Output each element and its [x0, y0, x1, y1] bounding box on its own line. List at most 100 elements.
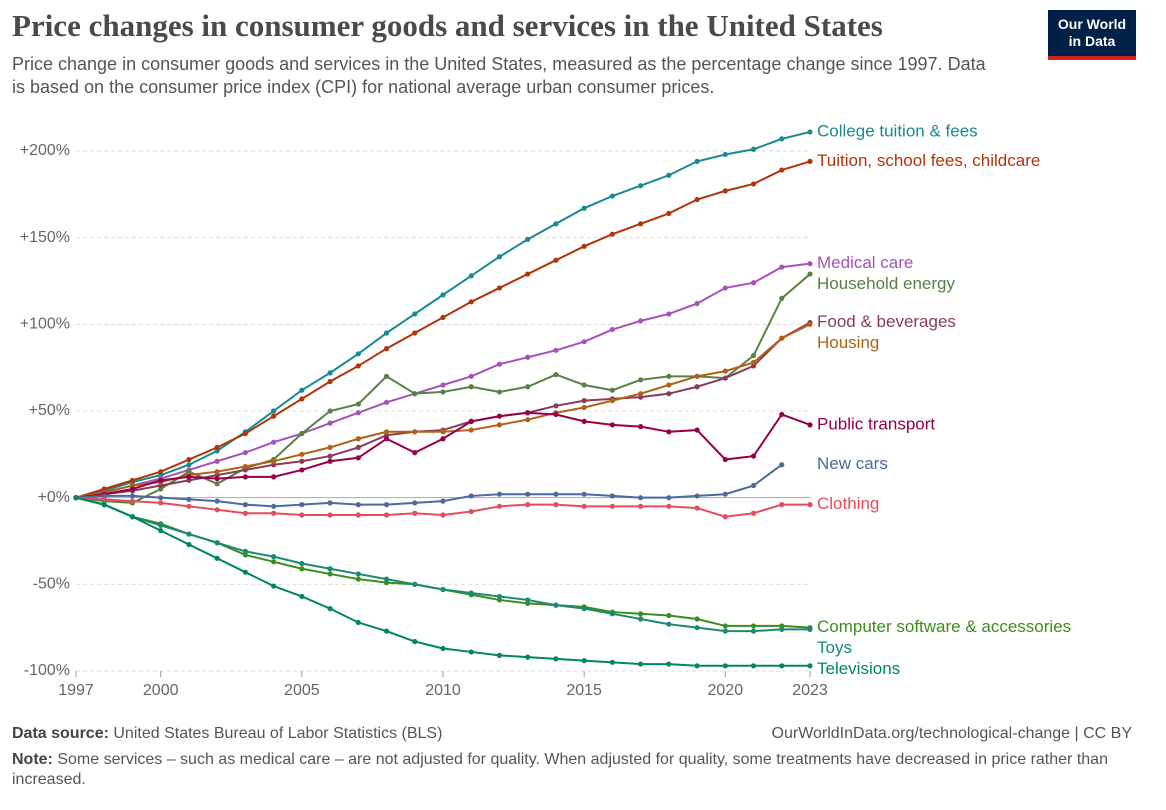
point	[129, 486, 136, 492]
point	[242, 430, 248, 437]
point	[609, 193, 615, 199]
point	[666, 373, 672, 379]
point	[553, 257, 559, 263]
point	[355, 512, 361, 518]
point	[214, 458, 220, 464]
point	[129, 477, 136, 483]
point	[355, 455, 361, 461]
y-tick-label: +150%	[20, 229, 70, 246]
point	[355, 571, 361, 577]
point	[553, 602, 559, 608]
point	[609, 611, 615, 617]
y-tick-label: +50%	[29, 402, 70, 419]
point	[186, 541, 192, 548]
point	[581, 382, 587, 388]
point	[525, 654, 531, 660]
point	[412, 330, 418, 336]
series-line	[75, 463, 783, 508]
point	[553, 372, 559, 378]
point	[73, 495, 79, 501]
point	[412, 581, 418, 587]
source: Data source: United States Bureau of Lab…	[12, 724, 442, 744]
point	[271, 559, 277, 565]
point	[412, 450, 418, 456]
point	[779, 663, 785, 669]
point	[214, 555, 220, 561]
point	[750, 181, 757, 187]
x-tick-label: 2005	[284, 682, 320, 699]
point	[440, 645, 446, 652]
point	[779, 136, 785, 142]
source-text: United States Bureau of Labor Statistics…	[113, 725, 443, 742]
point	[468, 649, 474, 655]
point	[666, 391, 672, 397]
note: Note: Some services – such as medical ca…	[12, 750, 1112, 790]
point	[750, 663, 757, 669]
point	[355, 436, 361, 442]
point	[638, 318, 644, 324]
point	[355, 351, 361, 357]
point	[186, 531, 192, 537]
point	[440, 512, 446, 518]
point	[750, 146, 757, 152]
series-label: Tuition, school fees, childcare	[817, 151, 1040, 170]
x-tick-label: 2020	[708, 682, 744, 699]
series-line	[75, 496, 810, 667]
point	[440, 436, 446, 442]
point	[694, 663, 700, 669]
point	[214, 444, 220, 450]
point	[779, 295, 785, 301]
point	[468, 418, 474, 424]
point	[327, 500, 333, 506]
point	[271, 458, 277, 464]
point	[440, 314, 446, 320]
point	[722, 491, 728, 497]
point	[496, 361, 503, 367]
point	[694, 427, 700, 433]
point	[214, 540, 220, 546]
point	[158, 477, 164, 483]
point	[242, 502, 248, 508]
point	[750, 482, 757, 489]
point	[750, 280, 757, 286]
y-tick-label: +200%	[20, 142, 70, 159]
point	[807, 422, 813, 428]
point	[666, 503, 672, 509]
point	[496, 593, 503, 600]
point	[694, 158, 700, 164]
point	[214, 498, 220, 504]
point	[271, 554, 277, 560]
point	[666, 210, 672, 216]
point	[609, 422, 615, 428]
point	[807, 663, 813, 669]
point	[242, 548, 248, 555]
point	[779, 462, 785, 468]
point	[722, 368, 728, 374]
point	[750, 352, 757, 359]
point	[553, 221, 559, 227]
point	[412, 510, 418, 516]
point	[242, 450, 248, 456]
point	[638, 424, 644, 430]
point	[327, 408, 333, 414]
point	[525, 410, 531, 416]
note-text: Some services – such as medical care – a…	[12, 751, 1108, 788]
point	[581, 606, 587, 612]
point	[581, 503, 587, 509]
point	[271, 439, 277, 445]
point	[186, 474, 192, 480]
point	[158, 522, 164, 529]
point	[186, 456, 192, 463]
point	[638, 503, 644, 509]
point	[271, 474, 277, 480]
point	[355, 363, 361, 369]
point	[383, 429, 390, 435]
point	[214, 507, 220, 513]
point	[468, 493, 474, 499]
point	[722, 151, 728, 158]
point	[553, 656, 559, 662]
point	[807, 129, 813, 135]
point	[666, 172, 672, 178]
point	[496, 422, 503, 428]
point	[242, 569, 248, 575]
